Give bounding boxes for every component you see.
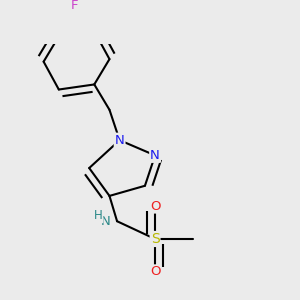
Text: O: O	[150, 266, 160, 278]
Text: F: F	[70, 0, 78, 12]
Text: S: S	[151, 232, 159, 246]
Text: O: O	[150, 200, 160, 212]
Text: N: N	[150, 149, 160, 162]
Text: H: H	[94, 209, 102, 222]
Text: N: N	[101, 215, 111, 228]
Text: N: N	[115, 134, 124, 147]
